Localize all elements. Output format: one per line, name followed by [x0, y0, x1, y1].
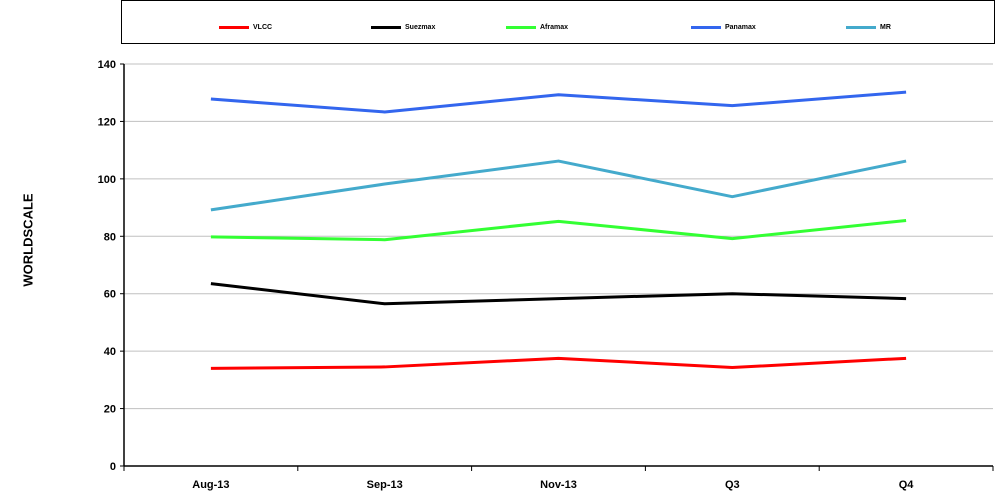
legend-swatch [691, 25, 721, 29]
series-line-panamax [210, 90, 907, 114]
legend-label: MR [880, 23, 891, 31]
legend-item-vlcc: VLCC [219, 21, 272, 33]
x-tick-label: Aug-13 [192, 479, 229, 491]
y-tick-label: 80 [104, 231, 116, 243]
y-tick-label: 120 [98, 116, 116, 128]
legend-label: Panamax [725, 23, 756, 31]
y-tick-label: 20 [104, 404, 116, 416]
y-tick-label: 60 [104, 289, 116, 301]
series-line-suezmax [210, 282, 907, 306]
legend-item-aframax: Aframax [506, 21, 568, 33]
series-line-aframax [210, 219, 907, 242]
legend-item-panamax: Panamax [691, 21, 756, 33]
y-tick-label: 140 [98, 59, 116, 71]
legend-item-suezmax: Suezmax [371, 21, 435, 33]
legend-label: VLCC [253, 23, 273, 31]
x-tick-label: Sep-13 [367, 479, 403, 491]
y-tick-label: 100 [98, 174, 116, 186]
legend-swatch [219, 25, 249, 29]
legend-swatch [506, 25, 536, 29]
legend-swatch [371, 25, 401, 29]
legend-swatch [846, 25, 876, 29]
x-tick-label: Nov-13 [540, 479, 577, 491]
series-line-vlcc [210, 356, 907, 370]
legend-item-mr: MR [846, 21, 891, 33]
legend-label: Aframax [540, 23, 569, 31]
legend-label: Suezmax [405, 23, 436, 31]
y-tick-label: 0 [110, 461, 116, 473]
x-tick-label: Q4 [899, 479, 915, 491]
x-tick-label: Q3 [725, 479, 740, 491]
y-tick-label: 40 [104, 346, 116, 358]
series-line-mr [210, 159, 907, 212]
legend: VLCC Suezmax Aframax Panamax MR [121, 0, 995, 44]
